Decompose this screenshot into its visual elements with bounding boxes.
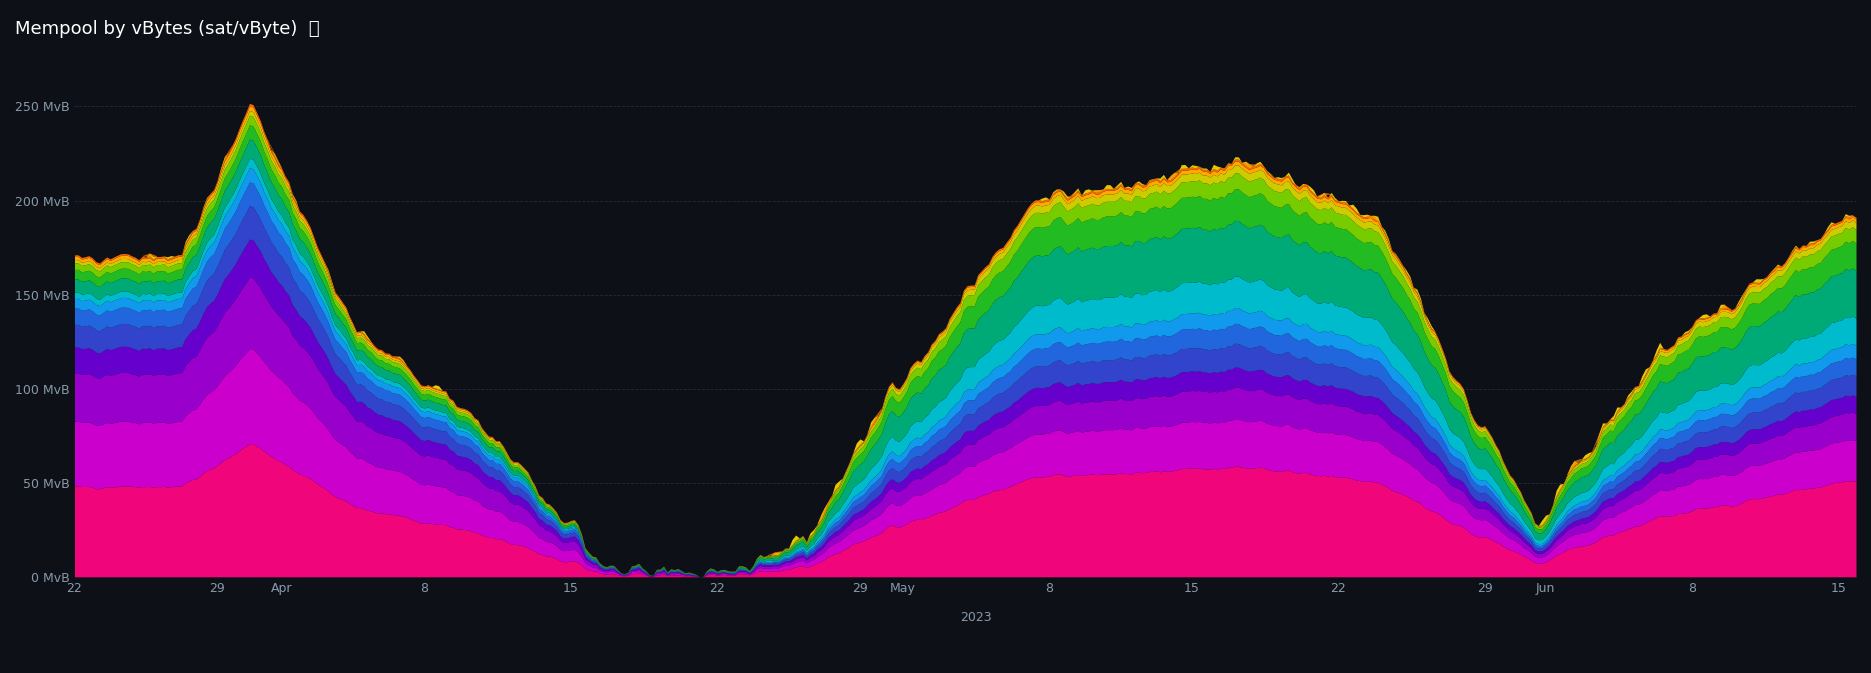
Text: Mempool by vBytes (sat/vByte)  ⤓: Mempool by vBytes (sat/vByte) ⤓ <box>15 20 320 38</box>
Text: 2023: 2023 <box>960 610 992 624</box>
